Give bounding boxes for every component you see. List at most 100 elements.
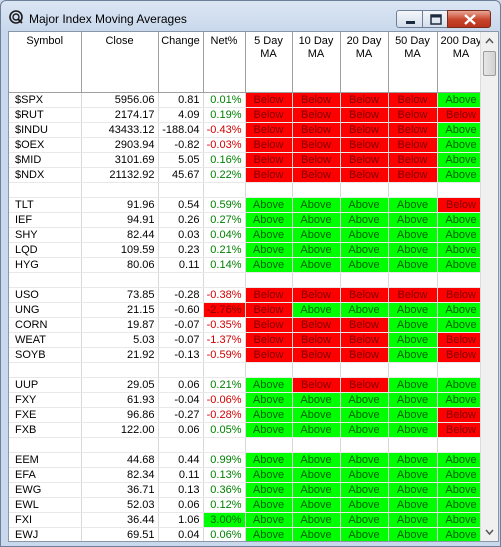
scroll-thumb[interactable] — [483, 51, 496, 76]
table-row[interactable]: EWG 36.71 0.13 0.36% Above Above Above Above Abo… — [9, 482, 486, 498]
spacer-cell — [245, 182, 293, 198]
table-row[interactable]: CORN 19.87 -0.07 -0.35% Below Below Below Above… — [9, 317, 486, 333]
spacer-cell — [9, 272, 82, 288]
table-row[interactable]: $RUT 2174.17 4.09 0.19% Below Below Below Below… — [9, 107, 486, 123]
table-row[interactable]: FXI 36.44 1.06 3.00% Above Above Above Above Abo… — [9, 512, 486, 528]
table-row[interactable]: SHY 82.44 0.03 0.04% Above Above Above Above Abo… — [9, 227, 486, 243]
ma-200-cell: Above — [437, 467, 486, 483]
table-row[interactable]: EWJ 69.51 0.04 0.06% Above Above Above Above Abo… — [9, 527, 486, 541]
table-row[interactable]: UUP 29.05 0.06 0.21% Above Below Below Above Abo… — [9, 377, 486, 393]
ma-10-cell: Above — [292, 242, 341, 258]
ma-20-cell: Above — [340, 497, 389, 513]
ma-50-cell: Above — [388, 332, 438, 348]
ma-20-cell: Above — [340, 407, 389, 423]
table-row[interactable]: EEM 44.68 0.44 0.99% Above Above Above Above Abo… — [9, 452, 486, 468]
ma-10-cell: Below — [292, 122, 341, 138]
table-row[interactable]: WEAT 5.03 -0.07 -1.37% Below Below Below Above B… — [9, 332, 486, 348]
net-percent-cell: -2.76% — [203, 302, 246, 318]
change-cell: 0.11 — [158, 257, 204, 273]
table-row[interactable]: $NDX 21132.92 45.67 0.22% Below Below Below Bel… — [9, 167, 486, 183]
net-percent-cell: 0.27% — [203, 212, 246, 228]
table-row[interactable]: FXY 61.93 -0.04 -0.06% Above Above Above Above A… — [9, 392, 486, 408]
header-ma-5[interactable]: 5 Day MA — [245, 32, 293, 93]
change-cell: -0.13 — [158, 347, 204, 363]
ma-200-cell: Below — [437, 407, 486, 423]
net-percent-cell: 0.99% — [203, 452, 246, 468]
spacer-cell — [388, 437, 438, 453]
maximize-button[interactable] — [422, 10, 448, 28]
header-ma-20[interactable]: 20 Day MA — [340, 32, 389, 93]
table-row[interactable]: HYG 80.06 0.11 0.14% Above Above Above Above Abo… — [9, 257, 486, 273]
table-row[interactable]: USO 73.85 -0.28 -0.38% Below Below Below Below B… — [9, 287, 486, 303]
table-row[interactable]: FXB 122.00 0.06 0.05% Above Above Above Above Be… — [9, 422, 486, 438]
header-ma-10[interactable]: 10 Day MA — [292, 32, 341, 93]
ma-200-cell: Above — [437, 527, 486, 541]
change-cell: -0.07 — [158, 332, 204, 348]
header-change[interactable]: Change — [158, 32, 204, 93]
net-percent-cell: 0.59% — [203, 197, 246, 213]
close-cell: 44.68 — [81, 452, 159, 468]
scroll-up-button[interactable] — [481, 32, 498, 49]
header-ma-200[interactable]: 200 Day MA — [437, 32, 486, 93]
symbol-cell: WEAT — [9, 332, 82, 348]
ma-20-cell: Above — [340, 197, 389, 213]
table-row[interactable]: $SPX 5956.06 0.81 0.01% Below Below Below Below… — [9, 92, 486, 108]
ma-10-cell: Above — [292, 197, 341, 213]
spacer-cell — [81, 437, 159, 453]
ma-200-cell: Above — [437, 317, 486, 333]
spacer-cell — [9, 362, 82, 378]
change-cell: -0.28 — [158, 287, 204, 303]
ma-200-cell: Above — [437, 257, 486, 273]
ma-20-cell: Above — [340, 527, 389, 541]
group-spacer — [9, 272, 486, 288]
header-symbol[interactable]: Symbol — [9, 32, 82, 93]
net-percent-cell: 0.21% — [203, 377, 246, 393]
ma-5-cell: Above — [245, 377, 293, 393]
ma-200-cell: Below — [437, 107, 486, 123]
header-close[interactable]: Close — [81, 32, 159, 93]
net-percent-cell: 0.12% — [203, 497, 246, 513]
header-net[interactable]: Net% — [203, 32, 246, 93]
net-percent-cell: 0.19% — [203, 107, 246, 123]
ma-200-cell: Below — [437, 287, 486, 303]
table-row[interactable]: FXE 96.86 -0.27 -0.28% Above Above Above Above B… — [9, 407, 486, 423]
table-row[interactable]: $MID 3101.69 5.05 0.16% Below Below Below Below… — [9, 152, 486, 168]
close-cell: 36.44 — [81, 512, 159, 528]
table-row[interactable]: UNG 21.15 -0.60 -2.76% Below Above Above Above A… — [9, 302, 486, 318]
ma-200-cell: Above — [437, 302, 486, 318]
ma-5-cell: Below — [245, 167, 293, 183]
table-row[interactable]: TLT 91.96 0.54 0.59% Above Above Above Above Bel… — [9, 197, 486, 213]
change-cell: -0.04 — [158, 392, 204, 408]
header-ma-50[interactable]: 50 Day MA — [388, 32, 438, 93]
table-row[interactable]: EFA 82.34 0.11 0.13% Above Above Above Above Abo… — [9, 467, 486, 483]
ma-200-cell: Above — [437, 122, 486, 138]
table-row[interactable]: IEF 94.91 0.26 0.27% Above Above Above Above Abo… — [9, 212, 486, 228]
ma-5-cell: Below — [245, 92, 293, 108]
close-button[interactable] — [447, 10, 491, 28]
table-row[interactable]: LQD 109.59 0.23 0.21% Above Above Above Above Ab… — [9, 242, 486, 258]
close-cell: 52.03 — [81, 497, 159, 513]
scroll-down-button[interactable] — [481, 524, 498, 541]
symbol-cell: $NDX — [9, 167, 82, 183]
ma-50-cell: Above — [388, 422, 438, 438]
table-row[interactable]: $INDU 43433.12 -188.04 -0.43% Below Below Belo… — [9, 122, 486, 138]
symbol-cell: HYG — [9, 257, 82, 273]
ma-20-cell: Above — [340, 242, 389, 258]
table-row[interactable]: SOYB 21.92 -0.13 -0.59% Below Below Below Above… — [9, 347, 486, 363]
minimize-button[interactable] — [396, 10, 423, 28]
table-row[interactable]: $OEX 2903.94 -0.82 -0.03% Below Below Below Bel… — [9, 137, 486, 153]
ma-20-cell: Below — [340, 107, 389, 123]
change-cell: -0.60 — [158, 302, 204, 318]
table-row[interactable]: EWL 52.03 0.06 0.12% Above Above Above Above Abo… — [9, 497, 486, 513]
ma-20-cell: Below — [340, 347, 389, 363]
ma-20-cell: Above — [340, 422, 389, 438]
ma-50-cell: Above — [388, 227, 438, 243]
net-percent-cell: 0.06% — [203, 527, 246, 541]
spacer-cell — [340, 182, 389, 198]
vertical-scrollbar[interactable] — [480, 32, 498, 541]
symbol-cell: EWL — [9, 497, 82, 513]
title-bar[interactable]: Major Index Moving Averages — [1, 1, 500, 31]
symbol-cell: TLT — [9, 197, 82, 213]
net-percent-cell: 0.14% — [203, 257, 246, 273]
close-cell: 69.51 — [81, 527, 159, 541]
